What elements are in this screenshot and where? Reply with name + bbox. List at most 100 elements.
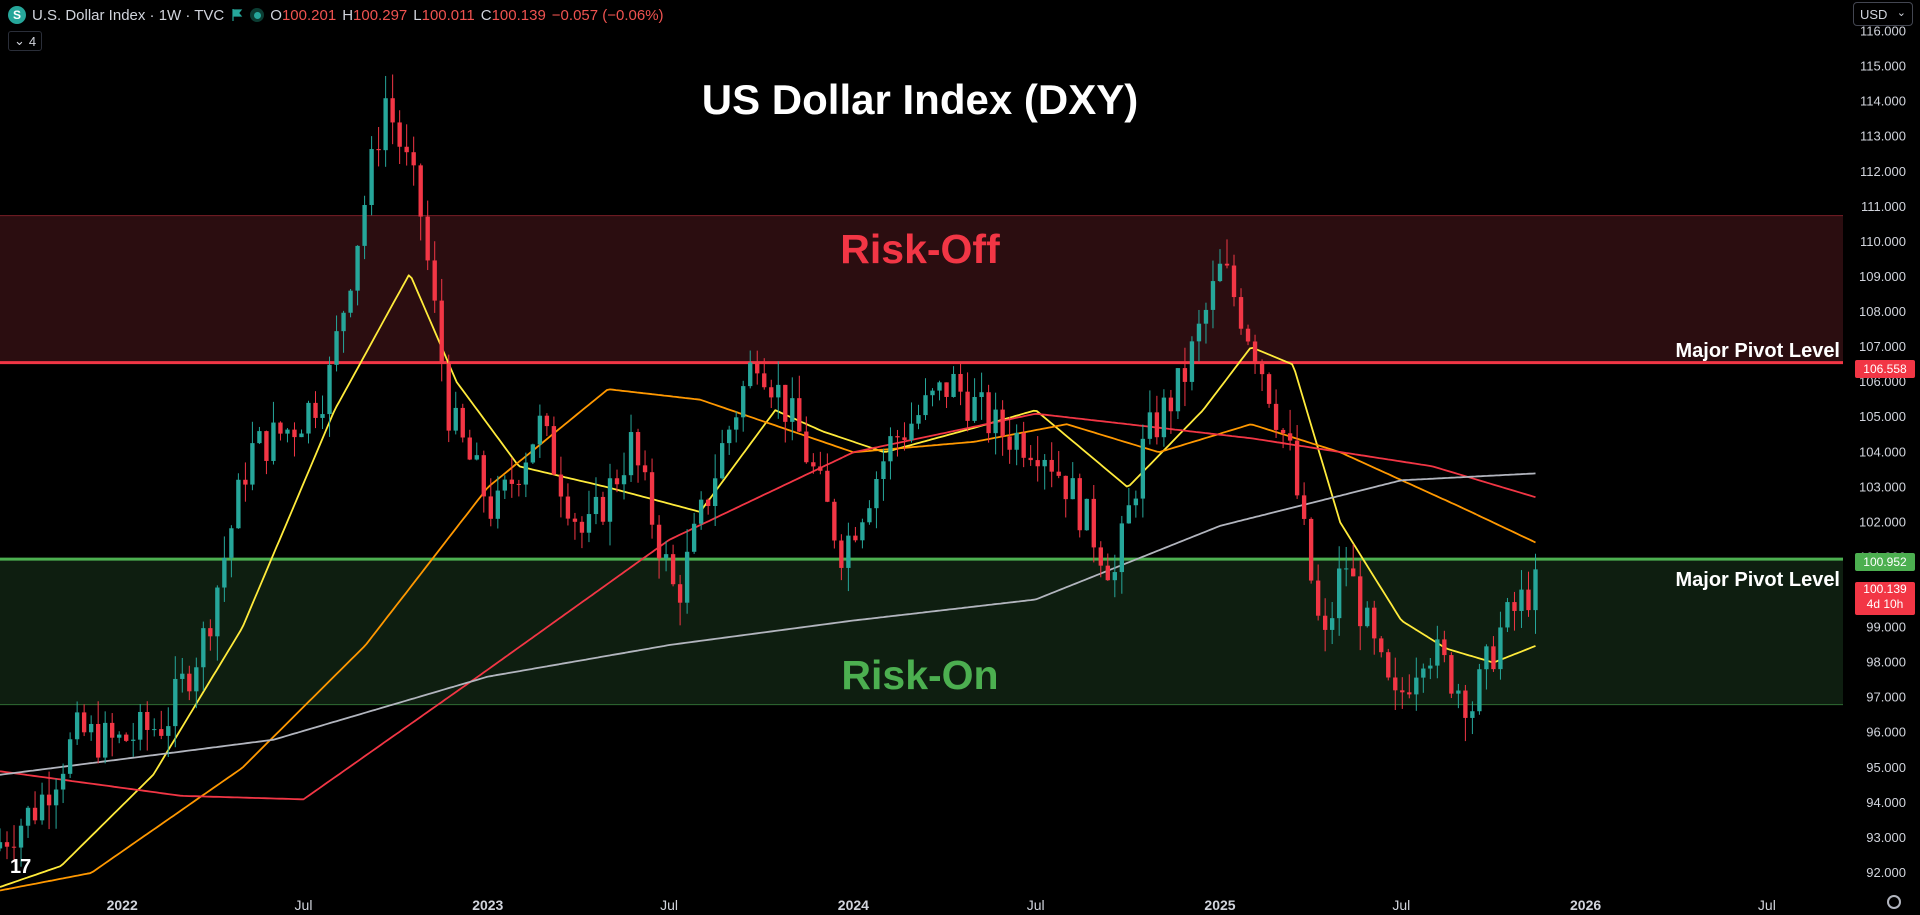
candle-body <box>278 422 283 434</box>
flag-icon[interactable] <box>230 8 244 22</box>
price-tick-label: 109.000 <box>1859 269 1906 284</box>
candle-body <box>1421 668 1426 678</box>
indicator-count: 4 <box>28 33 37 49</box>
candle-body <box>783 384 788 422</box>
candle-body <box>95 723 101 758</box>
candle-body <box>705 499 711 507</box>
candle-body <box>1449 655 1454 694</box>
candle-body <box>1175 368 1181 412</box>
candle-body <box>1049 459 1054 472</box>
candle-body <box>951 373 956 397</box>
candle-body <box>874 478 879 509</box>
candle-body <box>1063 475 1068 500</box>
candle-body <box>832 501 837 541</box>
candle-body <box>867 508 872 523</box>
candle-body <box>460 407 465 438</box>
price-tick-label: 115.000 <box>1860 59 1906 74</box>
candle-body <box>741 386 746 418</box>
candle-body <box>888 436 893 462</box>
candle-body <box>166 726 171 736</box>
candle-body <box>145 711 150 730</box>
candle-body <box>902 437 907 440</box>
instrument-title[interactable]: U.S. Dollar Index · 1W · TVC <box>32 6 225 24</box>
candle-body <box>1484 646 1489 670</box>
risk-on-label: Risk-On <box>841 652 999 698</box>
candle-body <box>362 205 367 246</box>
upper-pivot-price-tag: 106.558 <box>1855 360 1915 378</box>
tradingview-logo[interactable]: 17 <box>10 856 31 878</box>
candle-body <box>4 842 10 847</box>
time-tick-label: Jul <box>1392 897 1410 913</box>
chevron-down-icon: ⌄ <box>14 33 25 48</box>
candle-body <box>1526 589 1531 611</box>
candle-body <box>313 402 318 418</box>
candle-body <box>811 462 816 467</box>
last-price-tag: 100.139 4d 10h <box>1855 582 1915 615</box>
candle-body <box>432 260 437 301</box>
candle-body <box>292 429 297 438</box>
candle-body <box>635 432 641 466</box>
candle-body <box>853 535 858 541</box>
candle-body <box>404 146 409 153</box>
dollar-icon: S <box>8 6 26 24</box>
candle-body <box>390 98 395 123</box>
candle-body <box>944 382 949 397</box>
time-tick-label: Jul <box>1027 897 1045 913</box>
time-tick-label: Jul <box>295 897 313 913</box>
candle-body <box>285 429 290 434</box>
candle-body <box>593 496 599 515</box>
candle-body <box>0 842 3 849</box>
candle-body <box>558 474 564 497</box>
candle-body <box>306 402 311 434</box>
price-tick-label: 108.000 <box>1859 304 1906 319</box>
candle-body <box>663 554 669 559</box>
candle-body <box>607 478 613 522</box>
price-tick-label: 110.000 <box>1860 234 1906 249</box>
candle-body <box>797 398 802 432</box>
lower-pivot-label: Major Pivot Level <box>1675 569 1841 591</box>
candle-body <box>124 734 129 741</box>
indicators-toggle[interactable]: ⌄ 4 <box>8 31 43 51</box>
candle-body <box>1400 690 1405 693</box>
candle-body <box>1315 580 1321 616</box>
low-label: L <box>413 6 422 24</box>
candle-body <box>474 455 479 460</box>
candle-body <box>25 807 31 826</box>
candle-body <box>488 496 493 519</box>
candle-body <box>642 465 648 473</box>
candle-body <box>895 436 900 438</box>
candle-body <box>1344 568 1349 570</box>
open-value: 100.201 <box>281 6 337 24</box>
price-axis[interactable]: 92.000 93.000 94.000 95.000 96.000 97.000 98.0… <box>1859 24 1906 880</box>
candle-body <box>397 122 402 147</box>
candle-body <box>502 479 507 491</box>
candle-body <box>138 711 143 740</box>
gear-icon[interactable] <box>1887 895 1901 909</box>
close-label: C <box>480 6 492 24</box>
moving-average-ma_mid <box>0 388 1536 892</box>
candle-body <box>1456 690 1461 694</box>
candle-body <box>1238 297 1244 329</box>
candle-body <box>1105 565 1110 581</box>
candle-body <box>1245 328 1251 342</box>
candle-body <box>1154 412 1160 438</box>
market-status-icon[interactable] <box>250 8 265 22</box>
time-axis[interactable]: 2022 Jul 2023 Jul 2024 Jul 2025 Jul 2026 Jul <box>107 897 1776 913</box>
candle-body <box>250 443 255 485</box>
time-tick-label: 2026 <box>1570 897 1601 913</box>
candle-body <box>1112 572 1117 581</box>
candle-body <box>1140 438 1146 499</box>
candle-body <box>131 739 136 741</box>
candle-body <box>1442 639 1447 656</box>
candle-body <box>1126 505 1132 524</box>
candle-body <box>1407 692 1412 695</box>
candle-body <box>32 807 38 821</box>
candle-body <box>1435 639 1440 666</box>
candle-body <box>755 362 760 374</box>
currency-select[interactable]: USD ⌄ <box>1853 2 1913 26</box>
low-value: 100.011 <box>421 6 475 24</box>
candle-body <box>327 364 332 415</box>
candle-body <box>376 149 381 151</box>
candle-body <box>937 382 942 391</box>
